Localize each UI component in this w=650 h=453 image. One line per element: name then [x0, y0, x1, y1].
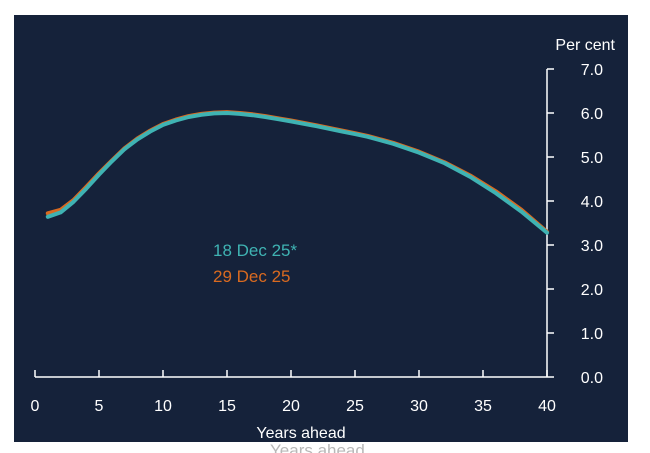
- x-tick-label: 5: [95, 398, 104, 415]
- x-tick-label: 40: [538, 398, 556, 415]
- x-tick-label: 25: [346, 398, 364, 415]
- chart-background: [14, 15, 628, 442]
- x-axis-title: Years ahead: [256, 425, 345, 442]
- legend-label-29-dec-25: 29 Dec 25: [213, 267, 291, 286]
- legend-label-18-dec-25: 18 Dec 25*: [213, 241, 297, 260]
- y-tick-label: 5.0: [581, 150, 603, 167]
- y-tick-label: 4.0: [581, 194, 603, 211]
- y-tick-label: 6.0: [581, 106, 603, 123]
- y-tick-label: 7.0: [581, 62, 603, 79]
- series-line-29-dec-25: [45, 110, 549, 234]
- y-tick-label: 2.0: [581, 282, 603, 299]
- x-tick-label: 10: [154, 398, 172, 415]
- x-tick-label: 15: [218, 398, 236, 415]
- y-tick-label: 0.0: [581, 370, 603, 387]
- y-axis-title: Per cent: [555, 37, 615, 54]
- y-tick-label: 3.0: [581, 238, 603, 255]
- x-tick-label: 35: [474, 398, 492, 415]
- x-axis-title-shadow: Years ahead: [270, 441, 365, 453]
- x-tick-label: 30: [410, 398, 428, 415]
- x-tick-label: 20: [282, 398, 300, 415]
- series-line-18-dec-25: [45, 111, 549, 235]
- x-tick-label: 0: [31, 398, 40, 415]
- y-tick-label: 1.0: [581, 326, 603, 343]
